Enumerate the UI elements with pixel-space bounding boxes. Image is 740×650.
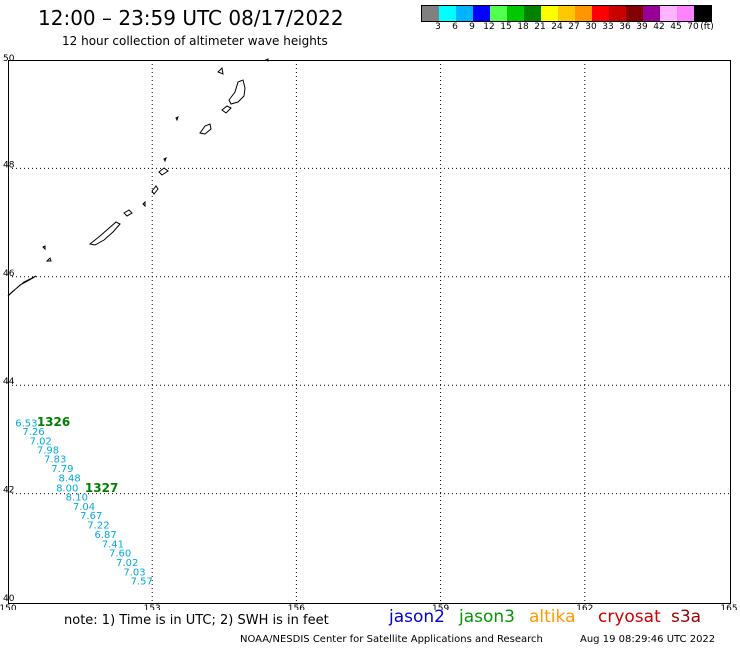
lat-tick-label: 44	[3, 377, 15, 387]
lat-tick-label: 50	[3, 54, 15, 64]
colorbar-label: 3	[435, 22, 441, 32]
colorbar-label: 15	[500, 22, 512, 32]
colorbar-swatch	[524, 6, 541, 21]
swh-value: 7.67	[80, 511, 102, 522]
colorbar-label: 45	[670, 22, 682, 32]
legend-altika: altika	[529, 607, 576, 627]
map-frame	[8, 60, 731, 604]
lon-tick-label: 156	[288, 604, 305, 610]
colorbar-swatch	[507, 6, 524, 21]
colorbar-label: 12	[483, 22, 495, 32]
coastline-island	[123, 209, 133, 217]
lat-tick-label: 48	[3, 160, 15, 170]
coastline-island	[88, 221, 121, 246]
footer-timestamp: Aug 19 08:29:46 UTC 2022	[580, 634, 716, 645]
coastline-island	[45, 257, 52, 262]
lat-tick-label: 40	[3, 594, 15, 604]
track-pass-label: 1326	[37, 415, 70, 429]
lat-tick-label: 42	[3, 486, 14, 496]
coastline-island	[142, 200, 146, 208]
map-canvas: 150 153 156 159 162 1655048464442406.537.267.…	[0, 54, 738, 610]
swh-value: 7.02	[30, 436, 52, 447]
colorbar-swatch	[643, 6, 660, 21]
coastline-island	[163, 157, 167, 163]
colorbar-label: 18	[517, 22, 529, 32]
lon-tick-label: 153	[144, 604, 161, 610]
swh-value: 7.22	[87, 520, 109, 531]
swh-value: 6.53	[15, 418, 37, 429]
colorbar-swatch	[422, 6, 439, 21]
swh-value: 7.83	[44, 455, 66, 466]
lon-tick-label: 159	[432, 604, 449, 610]
track-pass-label: 1327	[85, 481, 118, 495]
legend-s3a: s3a	[671, 607, 702, 627]
lon-tick-label: 162	[576, 604, 593, 610]
colorbar-swatch	[677, 6, 694, 21]
coastline-island	[42, 245, 46, 251]
swh-value: 7.79	[51, 464, 73, 475]
colorbar-swatch	[558, 6, 575, 21]
coastline-island	[221, 105, 232, 114]
colorbar-label: 9	[469, 22, 475, 32]
swh-value: 7.60	[109, 548, 131, 559]
colorbar-swatch	[439, 6, 456, 21]
colorbar-swatch	[541, 6, 558, 21]
swh-value: 8.10	[66, 493, 88, 504]
colorbar-swatch	[592, 6, 609, 21]
swh-value: 6.87	[95, 530, 117, 541]
colorbar-swatch	[575, 6, 592, 21]
colorbar-label: 21	[534, 22, 546, 32]
page-title: 12:00 – 23:59 UTC 08/17/2022	[38, 6, 344, 30]
lat-tick-label: 46	[3, 269, 15, 279]
coastline-island	[175, 116, 179, 122]
swh-value: 7.57	[131, 577, 153, 588]
colorbar-swatch	[660, 6, 677, 21]
swh-value: 7.02	[116, 558, 138, 569]
colorbar-swatch	[473, 6, 490, 21]
colorbar-swatch	[609, 6, 626, 21]
legend-jason2: jason2	[389, 607, 445, 627]
colorbar-label: 36	[619, 22, 631, 32]
coastline-island	[228, 79, 246, 105]
colorbar-label: 39	[636, 22, 648, 32]
page-subtitle: 12 hour collection of altimeter wave hei…	[62, 34, 328, 48]
coastline-island	[151, 185, 159, 195]
colorbar-label: 30	[585, 22, 597, 32]
colorbar-label: 27	[568, 22, 580, 32]
colorbar-unit: (ft)	[700, 22, 714, 32]
colorbar	[421, 5, 712, 22]
colorbar-swatch	[490, 6, 507, 21]
lon-tick-label: 165	[720, 604, 737, 610]
colorbar-label: 33	[602, 22, 614, 32]
colorbar-swatch	[694, 6, 711, 21]
swh-value: 8.48	[58, 474, 80, 485]
legend-jason3: jason3	[459, 607, 515, 627]
note-text: note: 1) Time is in UTC; 2) SWH is in fe…	[64, 613, 329, 628]
coastline-island	[158, 167, 169, 176]
colorbar-label: 6	[452, 22, 458, 32]
colorbar-label: 70	[687, 22, 699, 32]
coastline-island	[217, 66, 224, 75]
swh-value: 8.00	[56, 483, 78, 494]
footer-credit: NOAA/NESDIS Center for Satellite Applica…	[240, 634, 543, 645]
colorbar-swatch	[456, 6, 473, 21]
swh-value: 7.98	[37, 445, 59, 456]
swh-value: 7.41	[102, 539, 124, 550]
colorbar-label: 24	[551, 22, 563, 32]
legend-cryosat: cryosat	[598, 607, 661, 627]
colorbar-label: 42	[653, 22, 665, 32]
colorbar-swatch	[626, 6, 643, 21]
swh-value: 7.26	[22, 427, 44, 438]
coastline-island	[264, 58, 269, 62]
coastline-island	[199, 123, 212, 135]
coastline-island	[7, 275, 37, 297]
swh-value: 7.04	[73, 502, 95, 513]
lon-tick-label: 150	[0, 604, 17, 610]
swh-value: 7.03	[123, 567, 145, 578]
